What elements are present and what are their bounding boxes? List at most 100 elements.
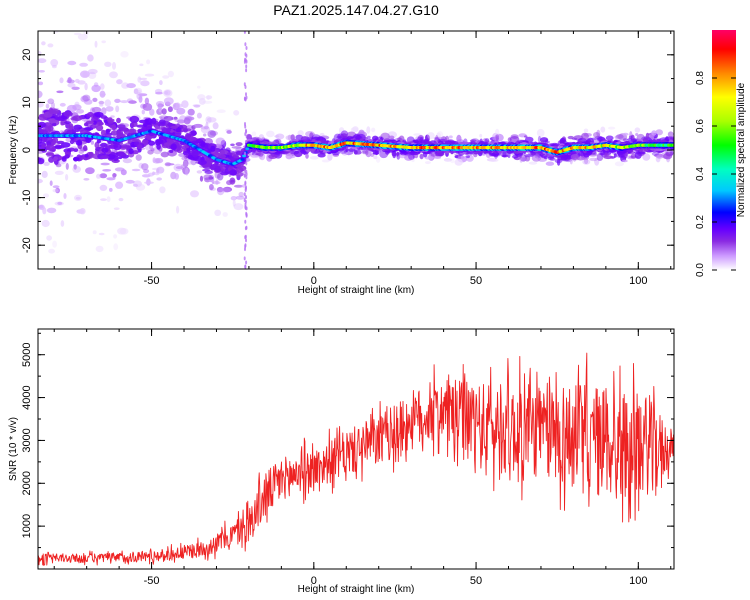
spectrogram-cell (66, 79, 75, 84)
snr-y-tick-label: 4000 (21, 385, 33, 409)
spectrogram-cell (342, 147, 348, 152)
spectrogram-cell (175, 166, 184, 170)
spectrogram-cell (156, 166, 165, 174)
spectrogram-cell (203, 174, 213, 181)
spectrogram-cell (465, 155, 471, 159)
spectrogram-cell (96, 139, 101, 144)
spectrogram-cell (305, 131, 315, 137)
spectrogram-cell (203, 133, 207, 137)
spectrogram-cell (448, 135, 453, 139)
colorbar: 0.0 0.2 0.4 0.6 0.8 Normalized spectral ampl… (695, 30, 747, 277)
spectrogram-cell (52, 185, 60, 189)
spectrogram-cell (245, 128, 247, 133)
spectrogram-cell (435, 151, 445, 157)
spectrogram-cell (112, 143, 122, 150)
spectrogram-cell (167, 106, 173, 113)
spectrogram-cell (102, 169, 112, 172)
spectrogram-cell (290, 134, 295, 141)
spectrogram-cell (435, 135, 439, 143)
spectrogram-cell (156, 177, 162, 181)
spectrogram-cell (76, 109, 85, 114)
spectrogram-cell (48, 248, 55, 254)
spectrogram-cell (112, 62, 116, 70)
spectrogram-cell (145, 118, 153, 125)
spectrogram-cell (163, 116, 174, 121)
spectrogram-cell (60, 220, 65, 227)
spectrogram-cell (132, 150, 139, 155)
spectrogram-cell (244, 219, 247, 224)
spectrogram-cell (38, 129, 45, 134)
spectrogram-cell (397, 154, 408, 159)
spectrogram-cell (105, 145, 115, 149)
spectrogram-cell (59, 102, 66, 107)
spectrogram-cell (543, 155, 548, 160)
spectrogram-cell (106, 177, 116, 181)
spectrogram-cell (98, 121, 104, 126)
spectrogram-cell (113, 207, 120, 210)
spectrogram-cell (53, 145, 63, 149)
spectrogram-cell (454, 158, 463, 166)
spectrogram-cell (142, 104, 148, 108)
spectrogram-cell (81, 155, 91, 161)
spectrogram-cell (413, 133, 422, 136)
spectrogram-cell (305, 153, 309, 159)
spectrogram-cell (182, 159, 189, 168)
spectrogram-cell (596, 129, 601, 137)
spectrogram-cell (154, 157, 164, 164)
spectrogram-cell (289, 150, 300, 155)
spectrogram-cell (43, 161, 50, 166)
spectrogram-cell (95, 245, 104, 253)
colorbar-tick-label: 0.4 (695, 167, 706, 181)
spectrogram-cell (38, 70, 45, 73)
spectrogram-cell (244, 124, 247, 129)
spectrogram-cell (135, 154, 142, 161)
spectrogram-cell (38, 90, 43, 99)
spectrogram-cell (234, 184, 244, 188)
spectrogram-cell (469, 139, 477, 143)
spectrogram-cell (53, 156, 58, 162)
spectrogram-cell (45, 152, 55, 156)
snr-x-tick-label: 50 (470, 575, 482, 587)
spectrogram-cell (596, 135, 603, 142)
spectrogram-cell (366, 126, 371, 134)
spectrogram-cell (101, 40, 106, 44)
spectrogram-cell (295, 134, 304, 140)
spectrogram-cell (608, 126, 616, 130)
snr-axes: -50 0 50 100 1000 2000 3000 4000 5000 (21, 329, 674, 587)
spectrogram-cell (96, 124, 104, 132)
spectrogram-cell (154, 171, 160, 176)
spectrogram-cell (519, 157, 523, 163)
spectrogram-cell (540, 137, 549, 143)
spectrogram-cell (583, 128, 589, 133)
spectrogram-cell (125, 179, 135, 184)
spectrogram-cell (199, 175, 204, 182)
spectrogram-cell (425, 161, 431, 165)
spectrogram-cell (94, 141, 100, 149)
spectrogram-cell (245, 64, 248, 69)
spectrogram-cell (174, 173, 179, 180)
spectrogram-cell (545, 161, 555, 166)
spectrogram-cell (245, 92, 247, 97)
spectrogram-cell (232, 199, 236, 207)
spectrogram-cell (623, 138, 628, 142)
snr-frame (37, 328, 675, 570)
spectrogram-cell (244, 226, 247, 231)
spectrogram-cell (126, 98, 134, 103)
spectrogram-cell (69, 139, 75, 145)
spectrogram-cell (630, 153, 637, 159)
spectrogram-cell (173, 116, 178, 120)
spectrogram-cell (161, 127, 171, 133)
spectrogram-cell (101, 147, 109, 153)
spectrogram-cell (396, 151, 400, 157)
spectrogram-cell (107, 119, 114, 124)
spectrogram-cell (600, 126, 606, 133)
spectrogram-cell (634, 127, 641, 133)
spectrogram-y-tick-label: 20 (21, 49, 33, 61)
spectrogram-cell (244, 264, 247, 269)
spectrogram-cell (85, 167, 95, 175)
spectrogram-cell (65, 174, 69, 181)
spectrogram-cell (222, 186, 233, 193)
spectrogram-cell (67, 83, 76, 88)
spectrogram-cell (48, 156, 55, 163)
spectrogram-cell (244, 42, 247, 47)
